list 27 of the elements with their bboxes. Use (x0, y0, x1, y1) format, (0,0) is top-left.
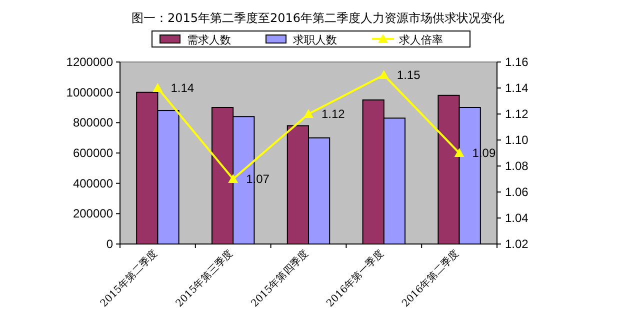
legend-label: 需求人数 (187, 34, 231, 46)
y2-tick-label: 1.06 (505, 185, 529, 199)
point (378, 70, 389, 79)
legend-label: 求职人数 (293, 34, 337, 46)
point (152, 83, 163, 92)
point (454, 148, 464, 157)
chart-title: 图一：2015年第二季度至2016年第二季度人力资源市场供求状况变化 (131, 11, 505, 25)
y2-tick-label: 1.02 (505, 237, 529, 251)
y-tick-label: 800000 (72, 116, 114, 130)
y2-tick-label: 1.08 (505, 159, 529, 173)
point (228, 174, 238, 183)
y-tick-label: 0 (106, 237, 114, 251)
data-label: 1.14 (170, 81, 194, 95)
y2-tick-label: 1.04 (505, 211, 529, 225)
y-tick-label: 1200000 (66, 55, 114, 69)
legend-label: 求人倍率 (399, 34, 443, 46)
y-tick-label: 600000 (72, 146, 114, 160)
y-tick-label: 1000000 (66, 85, 114, 100)
y-tick-label: 200000 (72, 206, 114, 221)
y2-tick-label: 1.10 (505, 133, 529, 147)
data-label: 1.12 (322, 107, 346, 121)
point (304, 109, 314, 118)
y2-tick-label: 1.16 (505, 55, 529, 69)
y-tick-label: 400000 (72, 176, 114, 190)
y2-tick-label: 1.12 (505, 107, 529, 121)
y2-tick-label: 1.14 (505, 81, 529, 95)
data-label: 1.15 (396, 68, 421, 82)
